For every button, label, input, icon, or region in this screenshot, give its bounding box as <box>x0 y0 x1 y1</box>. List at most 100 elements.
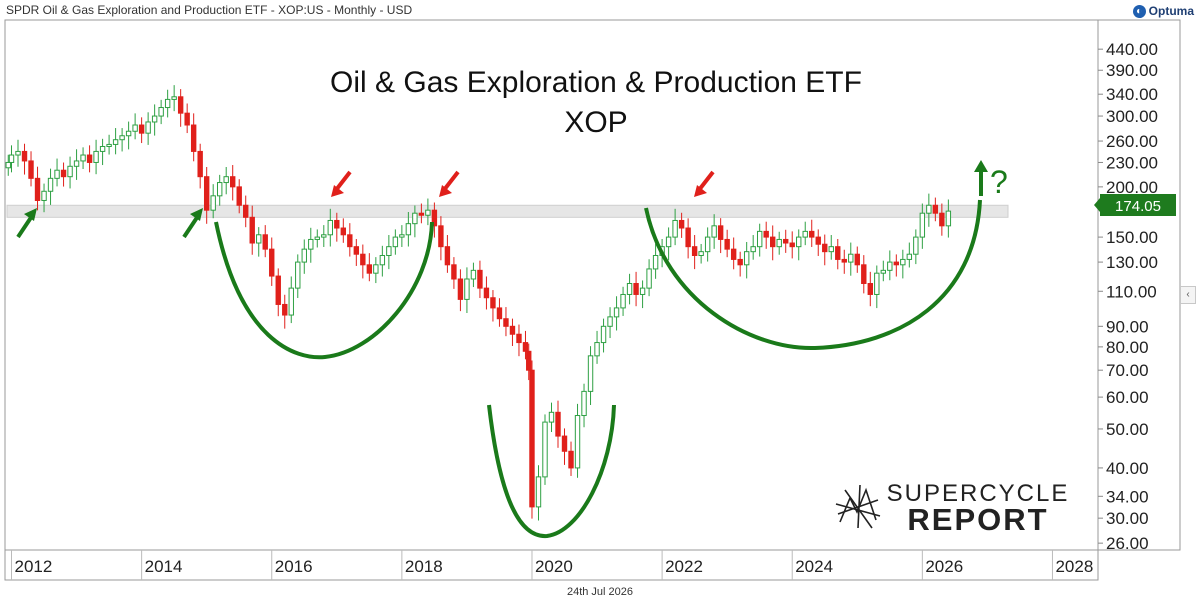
candle-body <box>639 287 646 295</box>
chart-burst-icon <box>835 484 881 529</box>
candle-body <box>483 287 490 299</box>
x-axis-panel[interactable] <box>4 549 1099 581</box>
candle-body <box>900 258 906 266</box>
candle-body <box>809 230 815 238</box>
candle-body <box>392 236 399 248</box>
candle-body <box>366 264 373 274</box>
y-tick-label: 230.00 <box>1106 153 1158 172</box>
y-tick-label: 50.00 <box>1106 420 1149 439</box>
candle-body <box>151 115 158 123</box>
candle-body <box>724 238 730 250</box>
candle-body <box>867 283 873 295</box>
optuma-logo-icon: ◐ <box>1132 4 1146 18</box>
candle-body <box>620 293 626 309</box>
candle-body <box>119 135 125 141</box>
candle-body <box>926 204 932 214</box>
candle-body <box>854 253 860 266</box>
candle-body <box>327 219 333 236</box>
candle-body <box>54 169 60 179</box>
candle-body <box>913 236 919 255</box>
candle-body <box>574 415 581 469</box>
instrument-header: SPDR Oil & Gas Exploration and Productio… <box>6 3 413 17</box>
x-axis-ticks: 2012 2014 2016 2018 2020 2022 2024 2026 2028 <box>11 550 1093 580</box>
candle-body <box>15 150 21 156</box>
candle-body <box>197 150 203 178</box>
candle-body <box>171 96 177 100</box>
candle-body <box>607 316 613 327</box>
candle-body <box>93 150 99 163</box>
candle-body <box>399 234 405 238</box>
candle-body <box>796 236 802 248</box>
candle-body <box>568 450 574 469</box>
candle-body <box>763 230 769 238</box>
y-tick-label: 300.00 <box>1106 107 1158 126</box>
candle-body <box>678 219 685 229</box>
candle-body <box>451 264 457 280</box>
candle-body <box>47 177 54 192</box>
candle-body <box>360 253 366 266</box>
y-axis-ticks: 440.00 390.00 340.00 300.00 260.00 230.00 200.… <box>1098 40 1158 553</box>
candle-body <box>770 236 776 248</box>
candle-body <box>138 124 145 134</box>
candle-body <box>60 169 67 178</box>
candle-body <box>347 234 353 248</box>
x-tick-label: 2026 <box>925 557 963 576</box>
candle-body <box>516 333 522 344</box>
candle-body <box>555 411 561 437</box>
y-axis-panel[interactable] <box>1097 19 1181 551</box>
candle-body <box>340 227 347 236</box>
candle-body <box>334 219 340 229</box>
resistance-arrow-icon-2022 <box>694 170 715 197</box>
candles-layer <box>5 85 952 521</box>
last-price-value: 174.05 <box>1115 198 1161 215</box>
candle-body <box>184 112 190 126</box>
candle-body <box>835 246 841 260</box>
candle-body <box>99 146 106 152</box>
candle-body <box>776 238 782 248</box>
resistance-arrow-icon-2018 <box>439 170 460 197</box>
candle-body <box>652 255 659 270</box>
candle-body <box>275 275 281 305</box>
candle-body <box>132 124 138 132</box>
candle-body <box>125 130 132 137</box>
candle-body <box>314 236 320 240</box>
supercycle-logo: SUPERCYCLE REPORT <box>835 480 1067 537</box>
candle-body <box>41 190 47 201</box>
axis-scroll-left-icon[interactable]: ‹ <box>1180 286 1196 304</box>
y-tick-label: 70.00 <box>1106 361 1149 380</box>
candle-body <box>600 325 607 344</box>
candle-body <box>581 390 587 417</box>
candle-body <box>698 251 704 257</box>
candle-body <box>783 238 789 244</box>
candle-body <box>906 253 913 260</box>
candle-body <box>405 223 412 236</box>
y-tick-label: 390.00 <box>1106 61 1158 80</box>
y-tick-label: 110.00 <box>1106 282 1157 301</box>
candle-body <box>522 342 529 352</box>
candle-body <box>861 264 867 285</box>
candle-body <box>282 303 288 316</box>
y-tick-label: 340.00 <box>1106 85 1158 104</box>
candle-body <box>932 204 939 214</box>
candle-body <box>822 243 828 253</box>
candle-body <box>236 186 242 206</box>
candle-body <box>8 154 15 163</box>
candle-body <box>216 182 223 197</box>
candle-body <box>548 411 555 423</box>
candle-body <box>848 253 854 263</box>
candle-body <box>412 212 418 225</box>
candle-body <box>67 165 73 178</box>
candle-body <box>756 230 763 248</box>
candle-body <box>887 261 893 271</box>
x-tick-label: 2020 <box>535 557 573 576</box>
candle-body <box>301 248 307 263</box>
candle-body <box>106 143 112 148</box>
candle-body <box>308 238 314 250</box>
y-tick-label: 90.00 <box>1106 317 1149 336</box>
candle-body <box>28 160 34 179</box>
candle-body <box>893 261 900 266</box>
candle-body <box>164 98 171 109</box>
y-tick-label: 34.00 <box>1106 487 1149 506</box>
candle-body <box>789 242 795 248</box>
